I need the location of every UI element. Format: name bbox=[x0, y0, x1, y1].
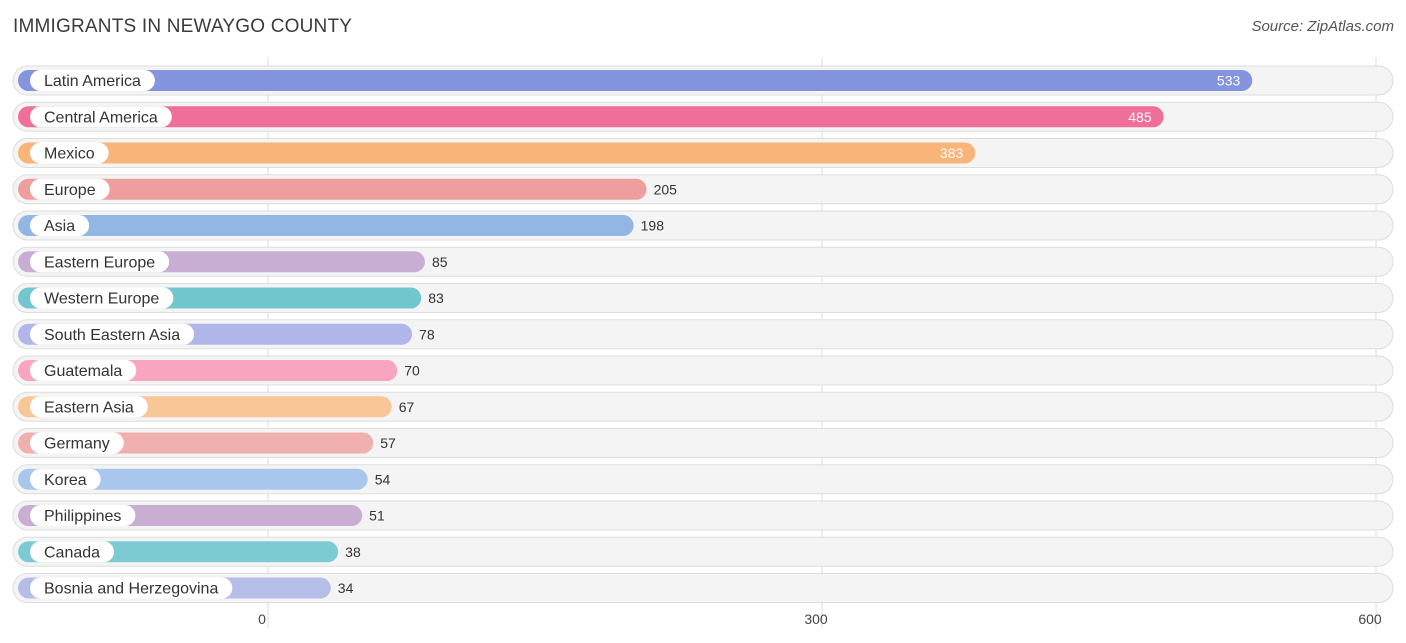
category-label-pill bbox=[30, 505, 136, 526]
category-label-pill bbox=[30, 323, 195, 345]
value-label: 70 bbox=[404, 363, 420, 379]
chart-title: IMMIGRANTS IN NEWAYGO COUNTY bbox=[13, 16, 353, 37]
rows-layer: Latin America 533 Central America 485 Mexico… bbox=[12, 65, 1394, 603]
value-label: 83 bbox=[428, 290, 444, 306]
value-label: 67 bbox=[399, 399, 415, 415]
category-label-pill bbox=[30, 215, 90, 236]
bar[interactable] bbox=[18, 142, 976, 164]
category-label: Eastern Europe bbox=[44, 254, 155, 271]
bar-row[interactable]: Canada 38 bbox=[12, 536, 1394, 567]
category-label-pill bbox=[30, 396, 148, 418]
category-label-pill bbox=[30, 432, 124, 454]
value-label: 85 bbox=[432, 254, 448, 270]
value-label: 533 bbox=[1217, 73, 1241, 89]
bar[interactable] bbox=[18, 178, 647, 200]
value-label: 54 bbox=[375, 471, 391, 487]
bar-row[interactable]: Eastern Europe 85 bbox=[12, 246, 1394, 277]
tick-layer: 0 300 600 bbox=[258, 611, 1382, 627]
category-label-pill bbox=[30, 106, 172, 128]
category-label: Central America bbox=[44, 109, 158, 126]
category-label: Korea bbox=[44, 472, 87, 489]
bar-row[interactable]: Philippines 51 bbox=[12, 500, 1394, 531]
bar[interactable] bbox=[18, 215, 634, 236]
category-label-pill bbox=[30, 142, 109, 164]
category-label-pill bbox=[30, 468, 101, 490]
category-label: Canada bbox=[44, 544, 100, 561]
value-label: 51 bbox=[369, 508, 385, 524]
value-label: 383 bbox=[940, 145, 964, 161]
bar-row[interactable]: Guatemala 70 bbox=[12, 355, 1394, 386]
category-label: Eastern Asia bbox=[44, 399, 134, 416]
bar-track bbox=[12, 573, 1394, 603]
category-label-pill bbox=[30, 360, 137, 381]
value-label: 38 bbox=[345, 544, 361, 560]
category-label-pill bbox=[30, 178, 110, 200]
source-label[interactable]: Source: ZipAtlas.com bbox=[1251, 18, 1394, 35]
bar-row[interactable]: Eastern Asia 67 bbox=[12, 391, 1394, 422]
category-label: Philippines bbox=[44, 508, 121, 525]
bar-row[interactable]: Central America 485 bbox=[12, 101, 1394, 132]
category-label-pill bbox=[30, 577, 233, 599]
value-label: 485 bbox=[1128, 109, 1152, 125]
category-label-pill bbox=[30, 251, 170, 273]
bar-track bbox=[12, 536, 1394, 567]
bar-row[interactable]: Korea 54 bbox=[12, 464, 1394, 495]
bar-row[interactable]: Mexico 383 bbox=[12, 138, 1394, 168]
category-label: Europe bbox=[44, 182, 96, 199]
category-label: Asia bbox=[44, 218, 75, 235]
category-label-pill bbox=[30, 541, 115, 563]
x-tick-label: 300 bbox=[804, 611, 828, 627]
value-label: 78 bbox=[419, 326, 435, 342]
bar-row[interactable]: Western Europe 83 bbox=[12, 283, 1394, 313]
x-tick-label: 0 bbox=[258, 611, 266, 627]
category-label: Western Europe bbox=[44, 291, 159, 308]
category-label: Bosnia and Herzegovina bbox=[44, 581, 218, 598]
category-label-pill bbox=[30, 287, 174, 309]
bar[interactable] bbox=[18, 468, 368, 490]
bar-row[interactable]: South Eastern Asia 78 bbox=[12, 319, 1394, 350]
category-label-pill bbox=[30, 70, 155, 91]
category-label: Germany bbox=[44, 436, 110, 453]
bar[interactable] bbox=[18, 106, 1164, 128]
value-label: 57 bbox=[380, 435, 396, 451]
bar-row[interactable]: Asia 198 bbox=[12, 210, 1394, 241]
category-label: South Eastern Asia bbox=[44, 327, 180, 344]
bar-row[interactable]: Bosnia and Herzegovina 34 bbox=[12, 573, 1394, 603]
value-label: 205 bbox=[654, 181, 678, 197]
category-label: Mexico bbox=[44, 146, 95, 163]
value-label: 34 bbox=[338, 580, 354, 596]
bar-row[interactable]: Latin America 533 bbox=[12, 65, 1394, 96]
x-tick-label: 600 bbox=[1358, 611, 1382, 627]
bar-row[interactable]: Germany 57 bbox=[12, 428, 1394, 458]
value-label: 198 bbox=[641, 218, 665, 234]
bar[interactable] bbox=[18, 70, 1253, 91]
bar-row[interactable]: Europe 205 bbox=[12, 174, 1394, 205]
category-label: Guatemala bbox=[44, 363, 122, 380]
category-label: Latin America bbox=[44, 73, 141, 90]
